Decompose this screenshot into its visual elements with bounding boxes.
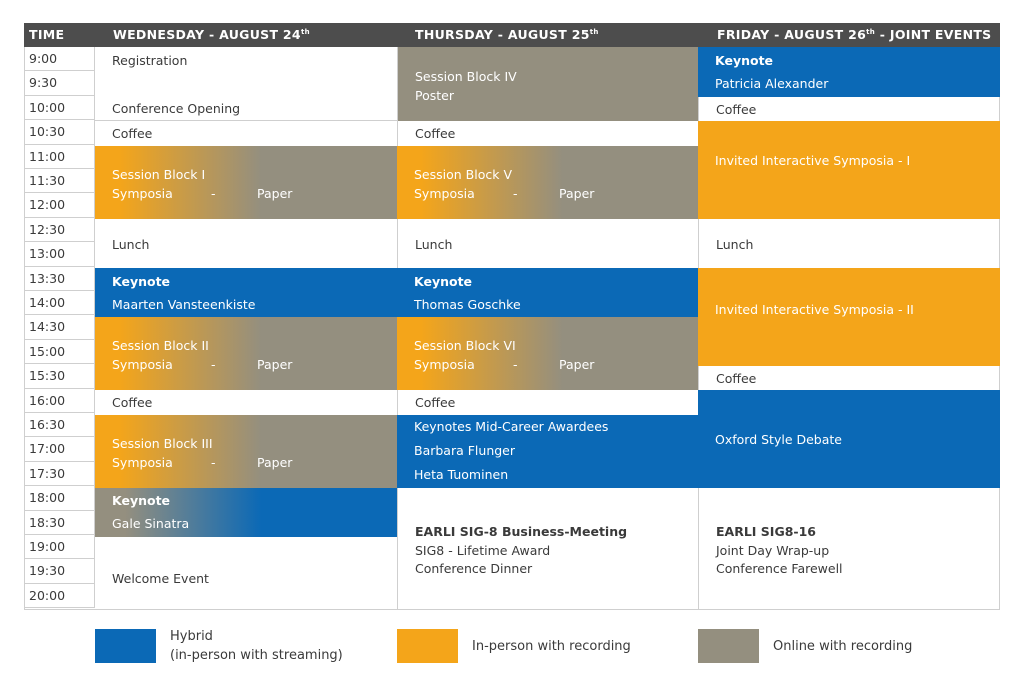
fri-coffee-1: Coffee xyxy=(698,97,1000,121)
header-wednesday: WEDNESDAY - AUGUST 24th xyxy=(113,27,310,42)
wed-session-block-3: Session Block III Symposia - Paper xyxy=(95,415,397,488)
thu-keynotes-mid-career: Keynotes Mid-Career Awardees Barbara Flu… xyxy=(397,415,698,488)
fri-keynote: Keynote Patricia Alexander xyxy=(698,47,1000,97)
fri-invited-symposia-1: Invited Interactive Symposia - I xyxy=(698,121,1000,219)
header-bar xyxy=(24,23,1000,47)
thu-session-block-4: Session Block IV Poster xyxy=(397,47,698,121)
thu-session-block-5: Session Block V Symposia - Paper xyxy=(397,146,698,219)
registration-label: Registration xyxy=(112,53,188,68)
fri-oxford-debate: Oxford Style Debate xyxy=(698,390,1000,488)
time-slot: 13:30 xyxy=(24,266,95,291)
fri-lunch: Lunch xyxy=(698,219,1000,268)
header-thursday: THURSDAY - AUGUST 25th xyxy=(415,27,599,42)
time-slot: 17:30 xyxy=(24,461,95,487)
legend-hybrid-sub: (in-person with streaming) xyxy=(170,648,343,663)
conference-opening-label: Conference Opening xyxy=(112,101,241,116)
thu-session-block-6: Session Block VI Symposia - Paper xyxy=(397,317,698,390)
time-slot: 11:30 xyxy=(24,169,95,194)
time-slot: 13:00 xyxy=(24,242,95,267)
wed-lunch: Lunch xyxy=(112,237,150,252)
legend-in-person-label: In-person with recording xyxy=(472,639,631,654)
time-slot: 18:00 xyxy=(24,486,95,511)
legend-online-label: Online with recording xyxy=(773,639,913,654)
time-slot: 19:00 xyxy=(24,535,95,560)
wed-registration: Registration Conference Opening xyxy=(95,47,397,121)
time-slot: 17:00 xyxy=(24,437,95,462)
time-slot: 14:30 xyxy=(24,315,95,340)
time-slot: 16:30 xyxy=(24,413,95,438)
header-time: TIME xyxy=(29,27,65,42)
thu-coffee-1: Coffee xyxy=(397,121,698,146)
time-slot: 12:00 xyxy=(24,193,95,218)
wed-session-block-1: Session Block I Symposia - Paper xyxy=(95,146,397,219)
time-slot: 10:00 xyxy=(24,95,95,121)
time-slot: 16:00 xyxy=(24,388,95,413)
time-slot: 15:30 xyxy=(24,364,95,389)
time-slot: 20:00 xyxy=(24,583,95,609)
wed-welcome-event: Welcome Event xyxy=(112,571,209,586)
legend-hybrid-swatch xyxy=(95,629,156,663)
thu-coffee-2: Coffee xyxy=(397,390,698,415)
time-slot: 11:00 xyxy=(24,144,95,169)
thu-keynote: Keynote Thomas Goschke xyxy=(397,268,698,317)
time-slot: 18:30 xyxy=(24,510,95,535)
wed-session-block-2: Session Block II Symposia - Paper xyxy=(95,317,397,390)
time-slot: 19:30 xyxy=(24,559,95,584)
time-slot: 15:00 xyxy=(24,339,95,365)
fri-invited-symposia-2: Invited Interactive Symposia - II xyxy=(698,268,1000,366)
legend-in-person-swatch xyxy=(397,629,458,663)
time-slot: 9:00 xyxy=(24,47,95,72)
thu-business-meeting: EARLI SIG-8 Business-Meeting SIG8 - Life… xyxy=(397,488,698,610)
header-friday: FRIDAY - AUGUST 26th - JOINT EVENTS xyxy=(717,27,992,42)
thu-lunch: Lunch xyxy=(397,219,698,268)
wed-coffee-1: Coffee xyxy=(112,126,153,141)
time-slot: 10:30 xyxy=(24,120,95,145)
fri-sig8-16: EARLI SIG8-16 Joint Day Wrap-up Conferen… xyxy=(698,488,1000,610)
legend-online-swatch xyxy=(698,629,759,663)
legend-hybrid-title: Hybrid xyxy=(170,629,213,644)
time-slot: 14:00 xyxy=(24,291,95,316)
fri-coffee-2: Coffee xyxy=(698,366,1000,390)
time-slot: 9:30 xyxy=(24,71,95,96)
wed-keynote-2: Keynote Gale Sinatra xyxy=(95,488,397,537)
wed-coffee-2: Coffee xyxy=(112,395,153,410)
wed-keynote: Keynote Maarten Vansteenkiste xyxy=(95,268,397,317)
time-slot: 12:30 xyxy=(24,217,95,243)
